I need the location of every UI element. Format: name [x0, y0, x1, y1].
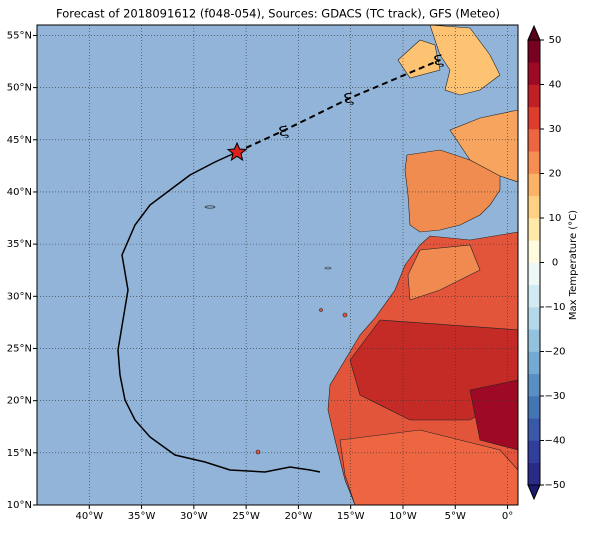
lon-tick-label: 40°W: [75, 511, 103, 522]
colorbar-band: [528, 262, 540, 286]
colorbar-band: [528, 62, 540, 85]
colorbar-band: [528, 462, 540, 486]
sahel: [339, 429, 518, 505]
colorbar-band: [528, 396, 540, 419]
ireland: [397, 39, 441, 79]
lon-tick-label: 15°W: [337, 511, 365, 522]
colorbar-tick-label: 50: [549, 35, 562, 46]
lat-tick-label: 45°N: [7, 135, 32, 146]
africa-hottest: [469, 379, 518, 451]
colorbar-band: [528, 440, 540, 464]
colorbar-band: [528, 240, 540, 263]
colorbar-tick-label: 40: [549, 80, 562, 91]
atlas: [407, 244, 481, 301]
map-title: Forecast of 2018091612 (f048-054), Sourc…: [56, 7, 500, 21]
colorbar-tick-label: 0: [552, 258, 558, 269]
lat-tick-label: 40°N: [7, 187, 32, 198]
colorbar-band: [528, 284, 540, 308]
colorbar-tick-label: −10: [544, 302, 565, 313]
france: [449, 109, 518, 183]
cyclone-symbol: ૬: [433, 48, 444, 72]
cyclone-symbol: ૬: [278, 119, 289, 143]
colorbar-extend: [527, 24, 541, 41]
colorbar-band: [528, 173, 540, 197]
colorbar-tick-label: −40: [544, 436, 565, 447]
lat-tick-label: 55°N: [7, 30, 32, 41]
lon-tick-label: 10°W: [389, 511, 417, 522]
colorbar-band: [528, 195, 540, 219]
lon-tick-label: 5°W: [445, 511, 466, 522]
colorbar-tick-label: −50: [544, 480, 565, 491]
lat-tick-label: 50°N: [7, 83, 32, 94]
lon-tick-label: 35°W: [128, 511, 156, 522]
colorbar-extend: [527, 484, 541, 501]
land: [204, 25, 518, 505]
island: [255, 449, 261, 455]
colorbar-band: [528, 218, 540, 241]
island: [319, 308, 323, 312]
colorbar-band: [528, 84, 540, 108]
lon-tick-label: 20°W: [285, 511, 313, 522]
colorbar-tick-label: 10: [549, 213, 562, 224]
past-track: [117, 151, 321, 473]
lat-tick-label: 10°N: [7, 500, 32, 511]
current-position: [226, 141, 248, 162]
storm-track: ૬ ૬ ૬: [117, 48, 445, 473]
lat-tick-label: 20°N: [7, 396, 32, 407]
lon-tick-label: 25°W: [232, 511, 260, 522]
colorbar-tick-label: −30: [544, 391, 565, 402]
lat-tick-label: 15°N: [7, 448, 32, 459]
colorbar-band: [528, 418, 540, 441]
colorbar-band: [528, 129, 540, 152]
colorbar-band: [528, 307, 540, 330]
colorbar-band: [528, 151, 540, 174]
colorbar-tick-label: −20: [544, 347, 565, 358]
lat-tick-label: 25°N: [7, 343, 32, 354]
colorbar-label: Max Temperature (°C): [568, 210, 579, 320]
island: [324, 266, 332, 270]
island: [204, 205, 216, 209]
colorbar-band: [528, 351, 540, 375]
lat-tick-label: 35°N: [7, 239, 32, 250]
colorbar-band: [528, 106, 540, 130]
forecast-track: [236, 59, 441, 153]
lon-tick-label: 30°W: [180, 511, 208, 522]
island: [342, 312, 348, 318]
lon-tick-label: 0°: [502, 511, 513, 522]
colorbar-band: [528, 40, 540, 63]
colorbar-tick-label: 20: [549, 169, 562, 180]
colorbar-band: [528, 373, 540, 397]
great-britain: [429, 25, 501, 96]
cyclone-symbol: ૬: [343, 86, 354, 110]
lat-tick-label: 30°N: [7, 291, 32, 302]
colorbar-band: [528, 329, 540, 352]
map-frame: [36, 24, 519, 506]
colorbar-tick-label: 30: [549, 124, 562, 135]
